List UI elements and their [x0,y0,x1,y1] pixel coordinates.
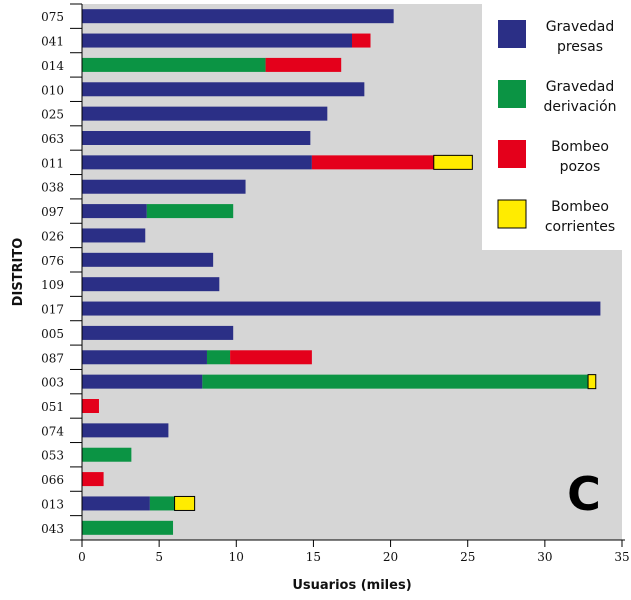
y-tick-label: 026 [41,229,64,243]
legend-label: Gravedad [546,19,614,35]
y-axis-title: DISTRITO [11,238,26,307]
y-tick-label: 017 [41,303,64,317]
x-tick-label: 20 [383,550,398,564]
x-tick-label: 25 [460,550,475,564]
bar-segment [82,423,169,438]
bar-segment [82,447,132,462]
x-tick-label: 5 [155,550,163,564]
legend-label: Bombeo [551,139,609,155]
y-tick-label: 025 [41,108,64,122]
bar-segment [82,520,174,535]
y-tick-label: 038 [41,181,64,195]
x-tick-label: 15 [306,550,321,564]
y-tick-label: 014 [41,59,64,73]
bar-segment [82,33,352,48]
legend-label: Bombeo [551,199,609,215]
panel-label: C [567,467,601,521]
bar-segment [82,472,104,487]
legend-swatch [498,20,526,48]
legend-label: derivación [543,99,616,115]
bar-segment [82,399,99,413]
y-tick-label: 087 [41,351,64,365]
bar-segment [82,496,150,511]
bar-segment [82,9,394,24]
legend-label: Gravedad [546,79,614,95]
legend-label: presas [557,39,603,55]
y-tick-label: 053 [41,449,64,463]
bar-segment [82,325,234,340]
x-tick-label: 30 [537,550,552,564]
bar-segment [587,374,597,390]
bar-segment [82,155,312,170]
x-tick-label: 0 [78,550,86,564]
bar-segment [82,204,147,219]
bar-segment [82,228,146,243]
bar-segment [82,106,328,121]
bar-segment [206,350,231,365]
bar-segment [265,57,342,72]
bar-segment [82,57,266,72]
y-tick-label: 043 [41,522,64,536]
y-tick-label: 097 [41,205,64,219]
bar-segment [149,496,175,511]
bar-segment [82,374,203,389]
y-tick-label: 051 [41,400,64,414]
x-tick-label: 10 [229,550,244,564]
legend-label: pozos [560,159,601,175]
bar-segment [82,179,246,194]
axes-group: 0750410140100250630110380970260761090170… [41,3,630,564]
x-axis-title: Usuarios (miles) [292,578,411,593]
y-tick-label: 109 [41,278,64,292]
y-tick-label: 074 [41,424,64,438]
y-tick-label: 011 [41,156,64,170]
y-tick-label: 075 [41,10,64,24]
y-tick-label: 005 [41,327,64,341]
y-tick-label: 063 [41,132,64,146]
bar-segment [82,277,220,292]
bar-segment [82,131,311,145]
legend-swatch [498,80,526,108]
x-tick-label: 35 [614,550,629,564]
bar-segment [311,155,434,170]
y-tick-label: 003 [41,376,64,390]
legend-label: corrientes [545,219,615,235]
bar-segment [146,204,234,219]
bar-segment [230,350,312,365]
bar-segment [82,82,365,97]
bar-segment [174,495,196,511]
legend-swatch [498,140,526,168]
y-tick-label: 041 [41,35,64,49]
y-tick-label: 066 [41,473,64,487]
y-tick-label: 010 [41,83,64,97]
bar-segment [82,252,214,267]
bar-segment [202,374,589,389]
bar-segment [352,33,371,48]
y-tick-label: 076 [41,254,64,268]
bar-segment [82,301,601,316]
bars-group [82,9,601,535]
legend: Gravedad presas Gravedad derivación Bombeo po… [482,4,622,250]
legend-swatch [497,199,527,229]
bar-segment [433,154,473,170]
bar-segment [82,350,207,365]
y-tick-label: 013 [41,497,64,511]
